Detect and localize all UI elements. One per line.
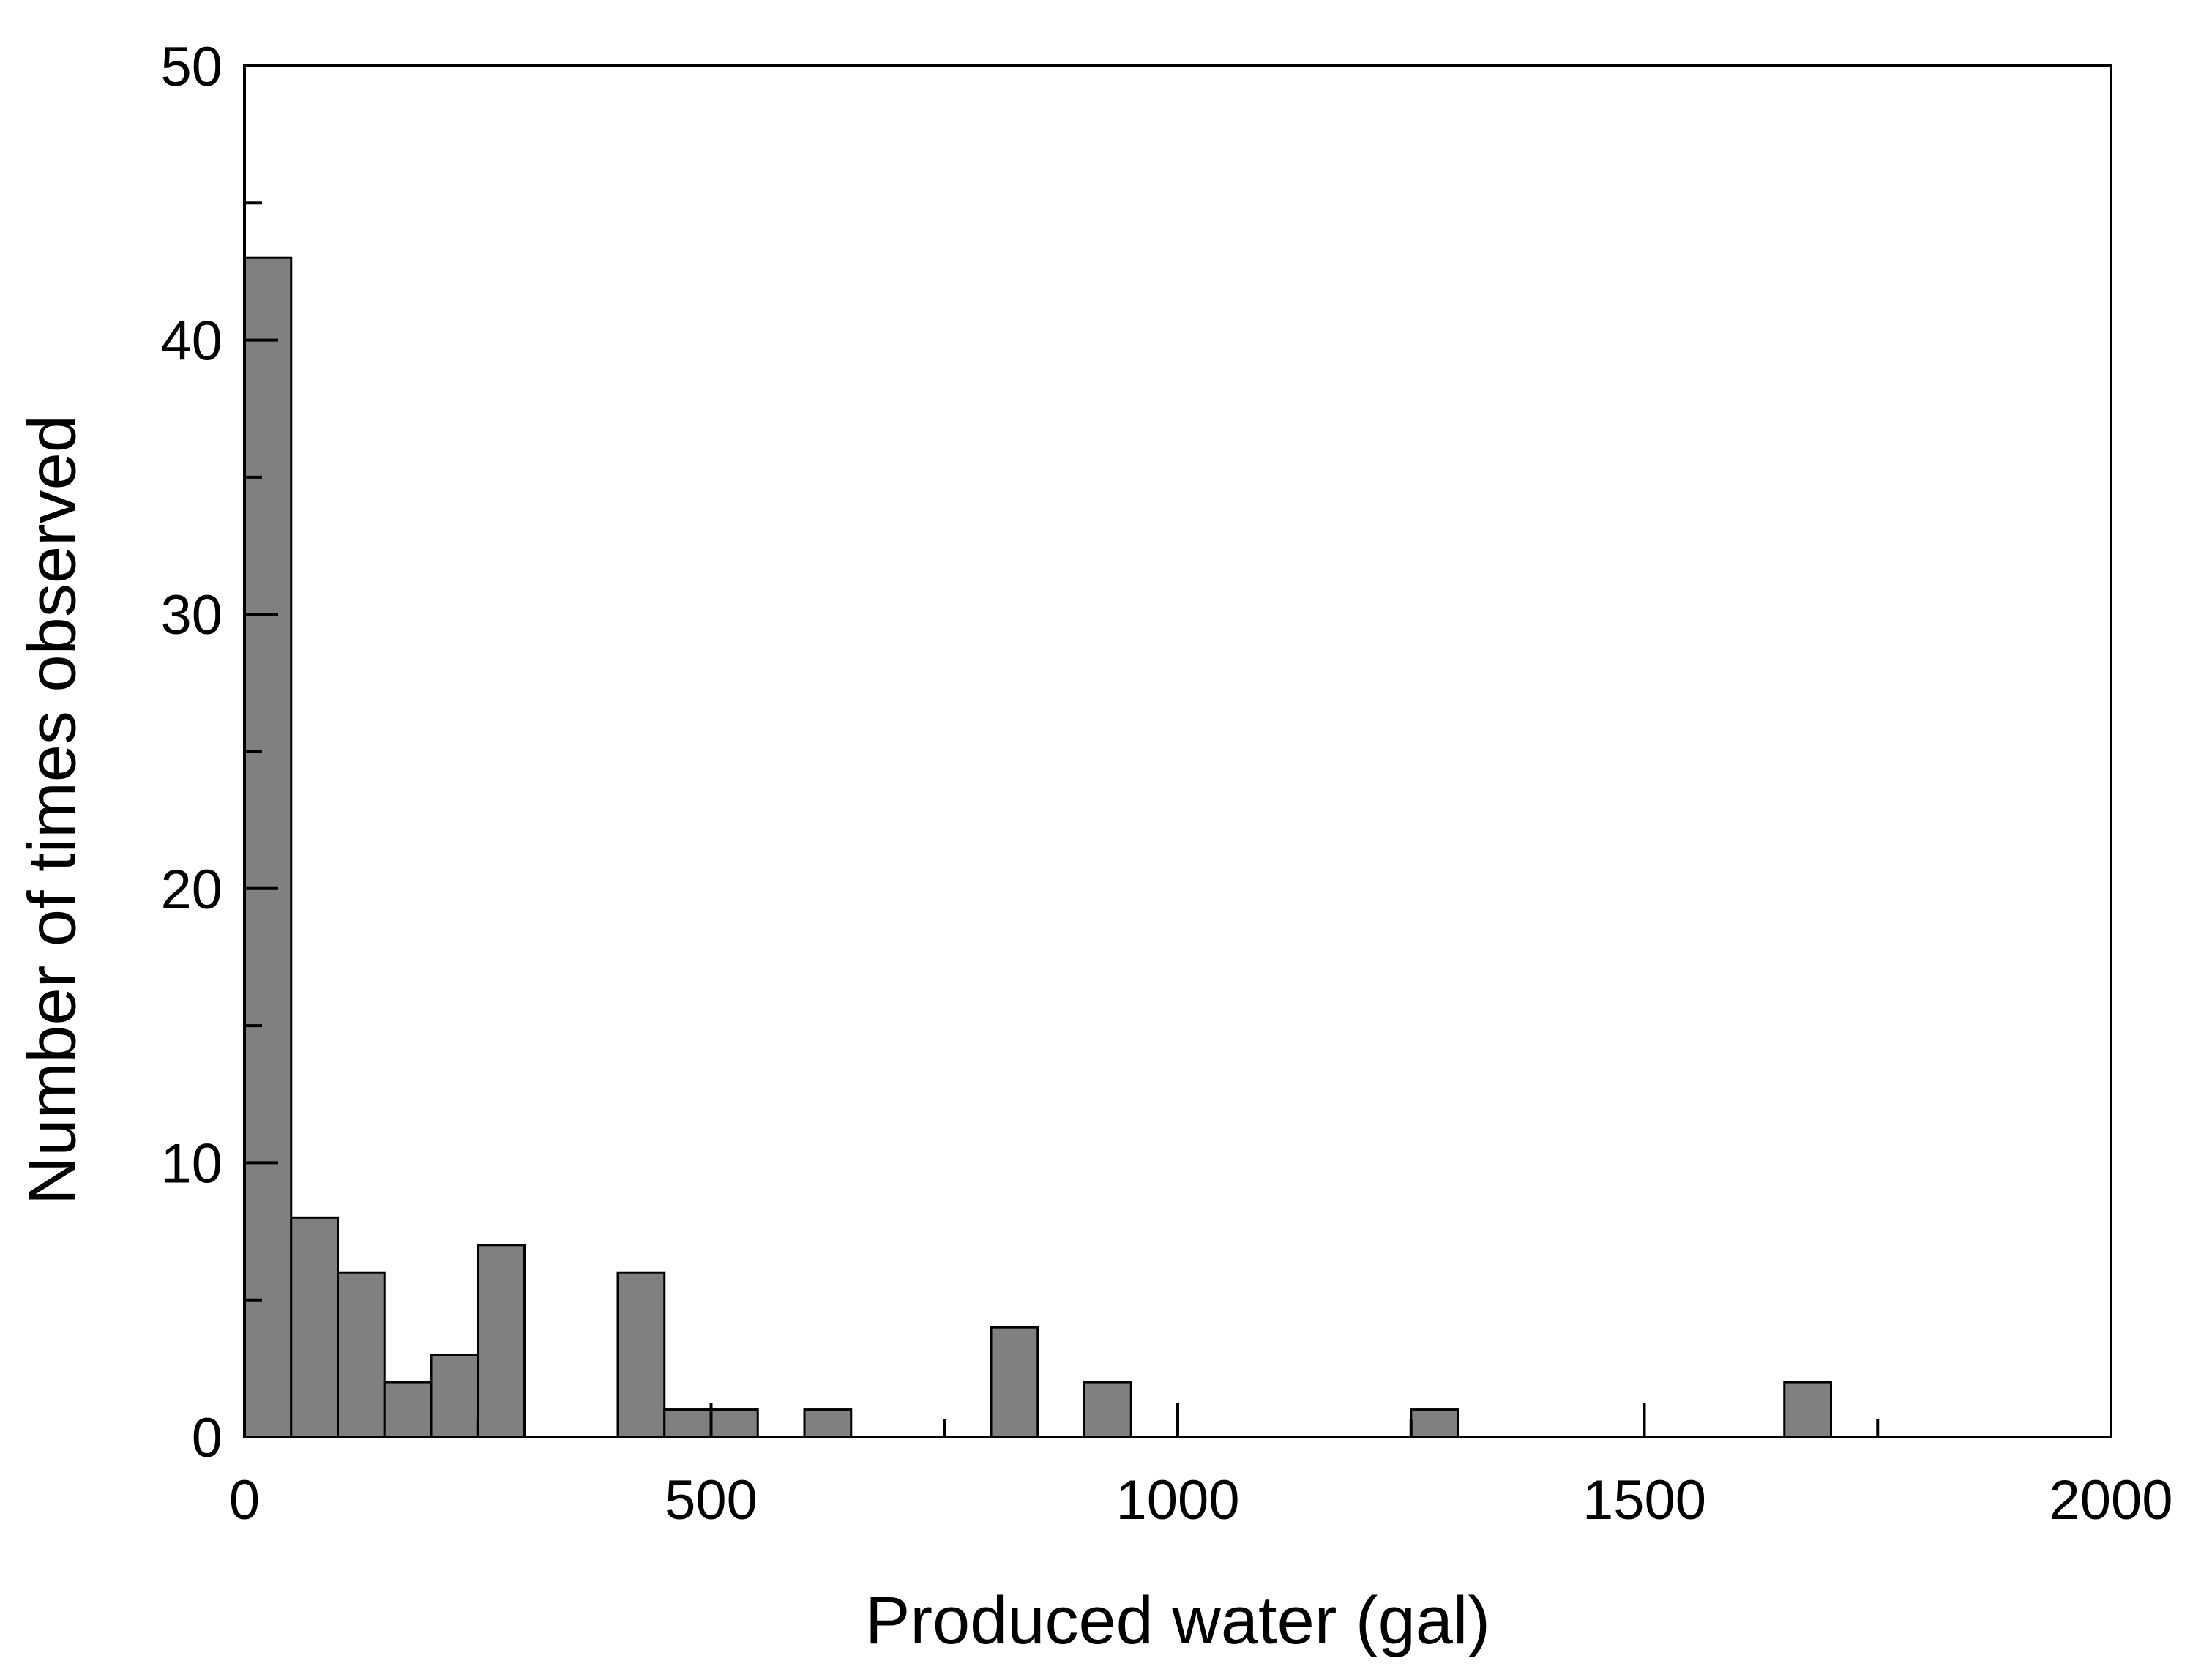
y-tick-label: 0 <box>192 1407 223 1469</box>
histogram-bar <box>618 1272 665 1437</box>
histogram-bar <box>804 1410 851 1437</box>
y-tick-label: 40 <box>160 310 223 373</box>
bars-group <box>244 258 1831 1437</box>
y-tick-label: 50 <box>160 36 223 98</box>
histogram-bar <box>338 1272 385 1437</box>
x-tick-label: 0 <box>229 1469 260 1531</box>
histogram-bar <box>711 1410 758 1437</box>
x-tick-label: 500 <box>665 1469 758 1531</box>
y-tick-label: 20 <box>160 859 223 921</box>
histogram-bar <box>244 258 291 1437</box>
histogram-bar <box>478 1245 525 1437</box>
y-axis-label: Number of times observed <box>15 415 89 1205</box>
x-tick-label: 1000 <box>1116 1469 1239 1531</box>
x-tick-label: 2000 <box>2049 1469 2172 1531</box>
histogram-bar <box>991 1327 1038 1437</box>
plot-frame <box>244 66 2111 1437</box>
histogram-bar <box>665 1410 711 1437</box>
histogram-bar <box>384 1382 431 1437</box>
histogram-bar <box>431 1355 478 1437</box>
y-tick-label: 10 <box>160 1132 223 1195</box>
x-axis-label: Produced water (gal) <box>865 1583 1490 1658</box>
histogram-bar <box>291 1217 338 1437</box>
histogram-bar <box>1785 1382 1831 1437</box>
x-tick-label: 1500 <box>1582 1469 1706 1531</box>
y-tick-label: 30 <box>160 584 223 646</box>
histogram-bar <box>1085 1382 1132 1437</box>
histogram-bar <box>1411 1410 1458 1437</box>
